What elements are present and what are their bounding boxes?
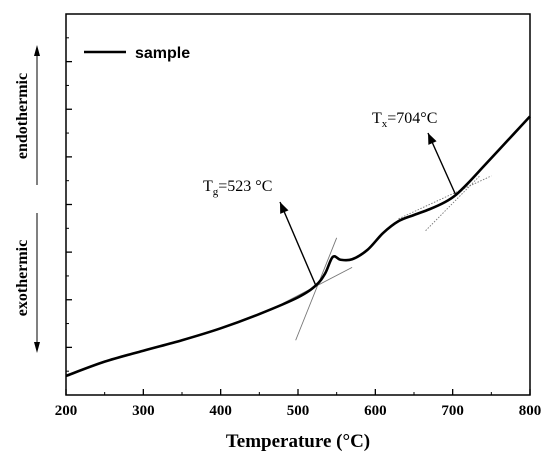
annotations: Tg=523 °C Tx=704°C [203, 110, 457, 286]
down-arrow-icon [34, 342, 40, 353]
annotation-arrow [279, 201, 317, 286]
arrowhead-icon [428, 133, 437, 145]
x-tick-label: 300 [132, 403, 155, 419]
y-axis-ticks [66, 37, 72, 372]
tangent-lines [282, 175, 492, 341]
x-tick-label: 200 [55, 403, 78, 419]
x-tick-label: 500 [287, 403, 310, 419]
arrowhead-icon [280, 202, 289, 214]
tangent-line [295, 237, 338, 341]
x-tick-label: 800 [519, 403, 542, 419]
annotation-label: Tx=704°C [372, 110, 437, 130]
up-arrow-icon [34, 45, 40, 56]
plot-frame [65, 13, 531, 396]
x-tick-label: 700 [441, 403, 464, 419]
side-label-up: endothermic [14, 73, 31, 159]
curve-layer [65, 115, 531, 378]
x-tick-label: 400 [209, 403, 232, 419]
side-label-down: exothermic [14, 240, 31, 316]
tangent-line [425, 175, 481, 232]
annotation-label: Tg=523 °C [203, 178, 272, 198]
side-labels: endothermic exothermic [14, 45, 40, 353]
x-axis-ticks: 200 300 400 500 600 700 800 [55, 389, 542, 419]
series-line-sample [65, 115, 531, 378]
legend: sample [84, 45, 190, 62]
x-axis-title: Temperature (°C) [226, 431, 370, 452]
annotation-arrow [427, 132, 457, 196]
legend-label: sample [135, 45, 190, 62]
x-tick-label: 600 [364, 403, 387, 419]
tangent-line [398, 175, 492, 220]
